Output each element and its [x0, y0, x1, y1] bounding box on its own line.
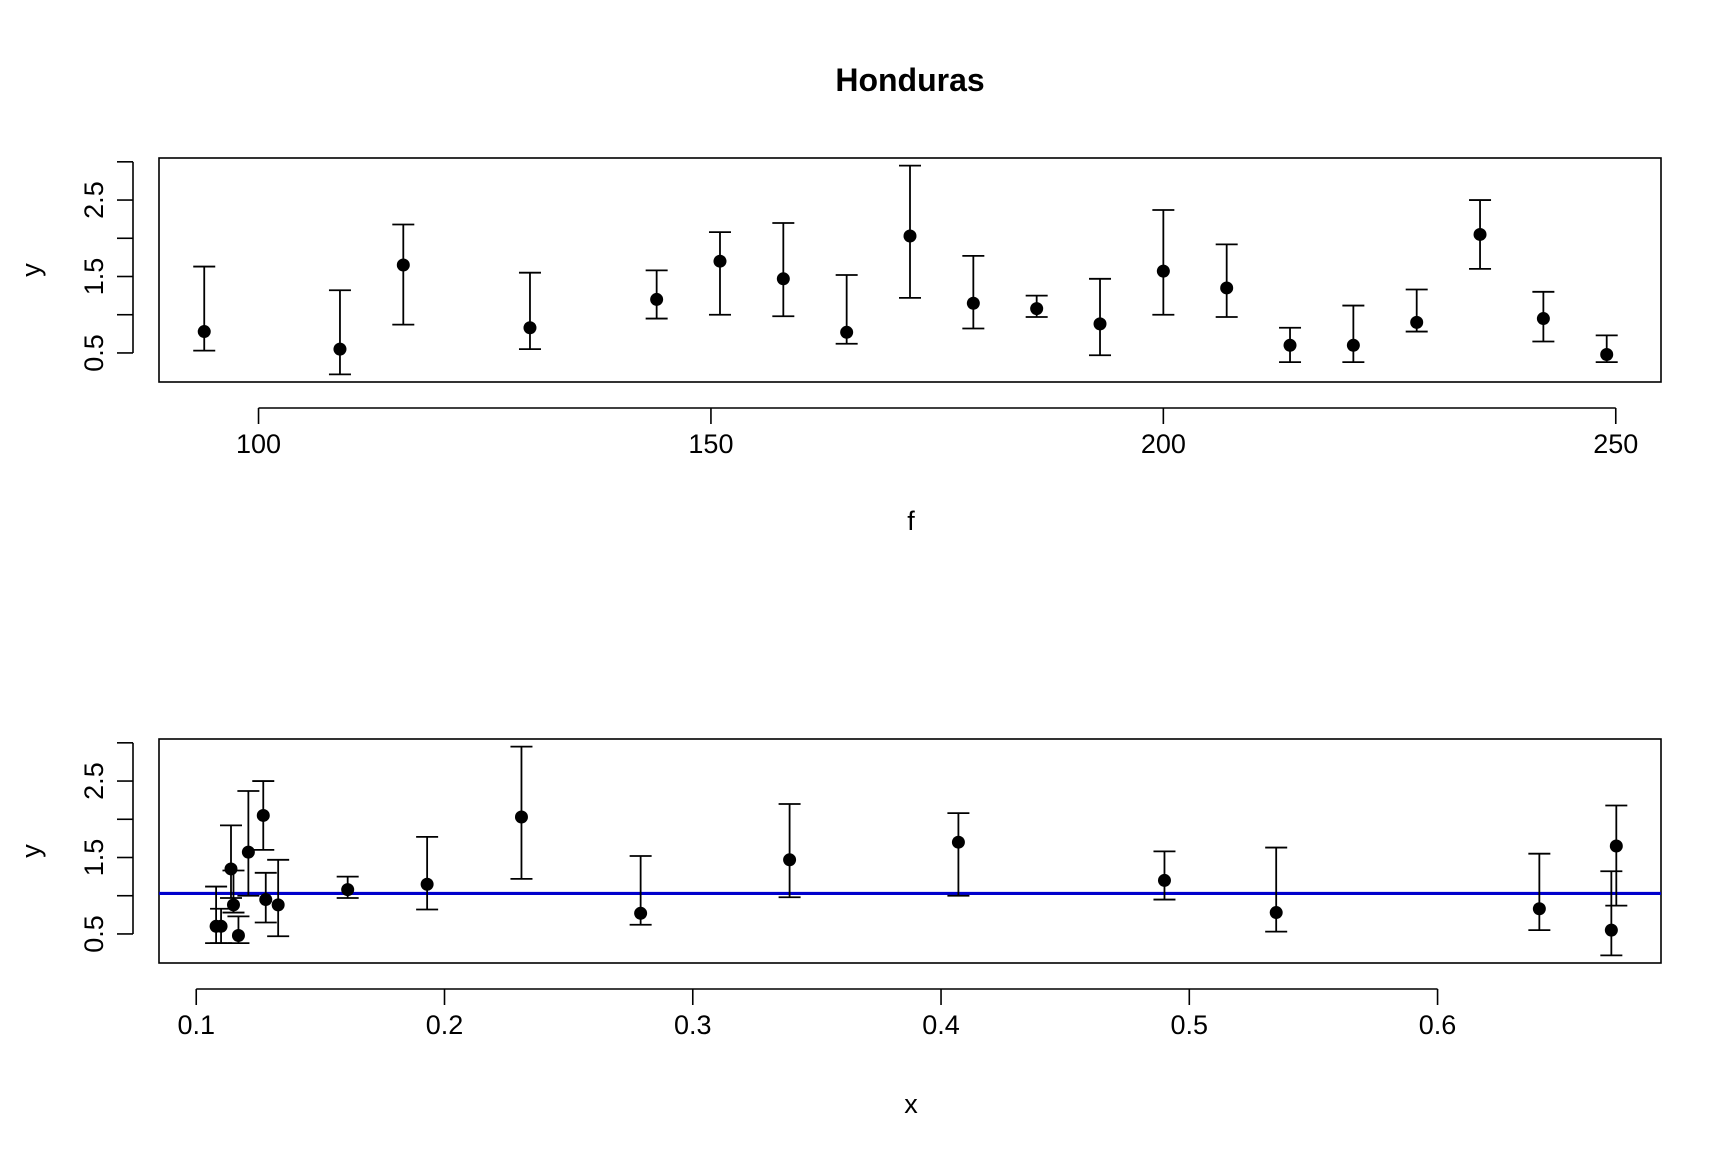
data-point	[1269, 906, 1283, 920]
data-point	[951, 835, 965, 849]
x-tick-label: 200	[1141, 429, 1186, 459]
x-tick-label: 150	[688, 429, 733, 459]
y-tick-label: 2.5	[79, 181, 109, 219]
bottom-panel: 0.1 0.2 0.3 0.4 0.5 0.6 x 0.5 1.5 2.5 y	[16, 738, 1662, 1119]
error-bar	[1528, 852, 1551, 932]
data-point	[634, 906, 648, 920]
error-bar	[1342, 304, 1365, 364]
data-point	[256, 808, 270, 822]
error-bar	[237, 790, 260, 897]
data-point	[713, 254, 727, 268]
y-tick-label: 2.5	[79, 762, 109, 800]
y-tick-label: 0.5	[79, 915, 109, 953]
top-panel: 100 150 200 250 f 0.5 1.5 2.5 y	[16, 157, 1662, 536]
y-tick-label: 1.5	[79, 258, 109, 296]
error-bar	[1089, 277, 1112, 357]
error-bar	[1600, 870, 1623, 957]
data-point	[1157, 873, 1171, 887]
data-point	[840, 325, 854, 339]
data-point	[1156, 264, 1170, 278]
data-point	[1609, 839, 1623, 853]
error-bar	[1605, 804, 1628, 907]
x-axis-label: f	[907, 506, 915, 536]
x-tick-label: 100	[236, 429, 281, 459]
data-point	[341, 883, 355, 897]
data-point	[1030, 302, 1044, 316]
data-point	[783, 853, 797, 867]
x-axis-label: x	[904, 1089, 918, 1119]
error-bar	[947, 812, 970, 897]
error-bar	[1215, 243, 1238, 318]
data-point	[514, 810, 528, 824]
data-point	[231, 928, 245, 942]
data-point	[1093, 317, 1107, 331]
data-point	[214, 919, 228, 933]
data-point	[271, 898, 285, 912]
data-point	[420, 877, 434, 891]
data-point	[259, 893, 273, 907]
x-tick-label: 0.4	[922, 1010, 960, 1040]
x-tick-label: 250	[1593, 429, 1638, 459]
error-bar	[962, 254, 985, 330]
data-point	[224, 862, 238, 876]
data-point	[1536, 312, 1550, 326]
data-point	[650, 292, 664, 306]
data-point	[1604, 923, 1618, 937]
data-point	[1283, 338, 1297, 352]
error-bar	[219, 824, 242, 899]
data-point	[1220, 281, 1234, 295]
error-bar	[708, 231, 731, 316]
x-tick-label: 0.6	[1419, 1010, 1457, 1040]
data-point	[333, 342, 347, 356]
error-bar	[328, 289, 351, 376]
error-bar	[778, 803, 801, 899]
data-point	[1600, 347, 1614, 361]
data-point	[241, 845, 255, 859]
x-tick-label: 0.3	[674, 1010, 712, 1040]
error-bar	[267, 858, 290, 938]
x-tick-label: 0.5	[1171, 1010, 1209, 1040]
error-bar	[392, 223, 415, 326]
data-point	[966, 296, 980, 310]
error-bar	[205, 885, 228, 945]
error-bar	[1152, 209, 1175, 316]
x-tick-label: 0.2	[426, 1010, 464, 1040]
data-point	[903, 229, 917, 243]
chart-title: Honduras	[835, 62, 984, 98]
x-tick-label: 0.1	[177, 1010, 215, 1040]
error-bar	[772, 222, 795, 318]
y-axis-label: y	[16, 844, 46, 858]
plot-frame	[158, 738, 1662, 964]
data-point	[396, 258, 410, 272]
error-bar	[518, 271, 541, 351]
error-bar	[416, 835, 439, 911]
data-point	[1473, 227, 1487, 241]
data-point	[197, 325, 211, 339]
data-point	[1410, 315, 1424, 329]
data-point	[1532, 902, 1546, 916]
y-axis-label: y	[16, 263, 46, 277]
y-tick-label: 1.5	[79, 839, 109, 877]
data-point	[1346, 338, 1360, 352]
data-point	[523, 321, 537, 335]
data-point	[776, 272, 790, 286]
plot-frame	[158, 157, 1662, 383]
data-point	[226, 898, 240, 912]
y-tick-label: 0.5	[79, 334, 109, 372]
